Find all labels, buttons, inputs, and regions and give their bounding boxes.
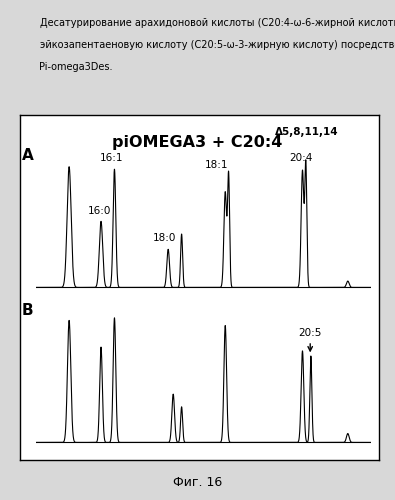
Text: эйкозапентаеновую кислоту (С20:5-ω-3-жирную кислоту) посредством: эйкозапентаеновую кислоту (С20:5-ω-3-жир… [40,40,395,50]
Text: 16:0: 16:0 [88,206,111,216]
Text: Pi-omega3Des.: Pi-omega3Des. [40,62,113,72]
Text: Фиг. 16: Фиг. 16 [173,476,222,489]
Text: Δ5,8,11,14: Δ5,8,11,14 [275,126,338,136]
Text: A: A [22,148,34,162]
Text: piOMEGA3 + C20:4: piOMEGA3 + C20:4 [112,135,283,150]
Text: 20:5: 20:5 [299,328,322,351]
Text: 18:0: 18:0 [153,233,177,243]
Text: Десатурирование арахидоновой кислоты (С20:4-ω-6-жирной кислоты) в: Десатурирование арахидоновой кислоты (С2… [40,18,395,28]
Text: 18:1: 18:1 [205,160,229,170]
Text: 16:1: 16:1 [100,153,123,163]
Text: B: B [22,302,33,318]
Text: 20:4: 20:4 [289,153,312,163]
